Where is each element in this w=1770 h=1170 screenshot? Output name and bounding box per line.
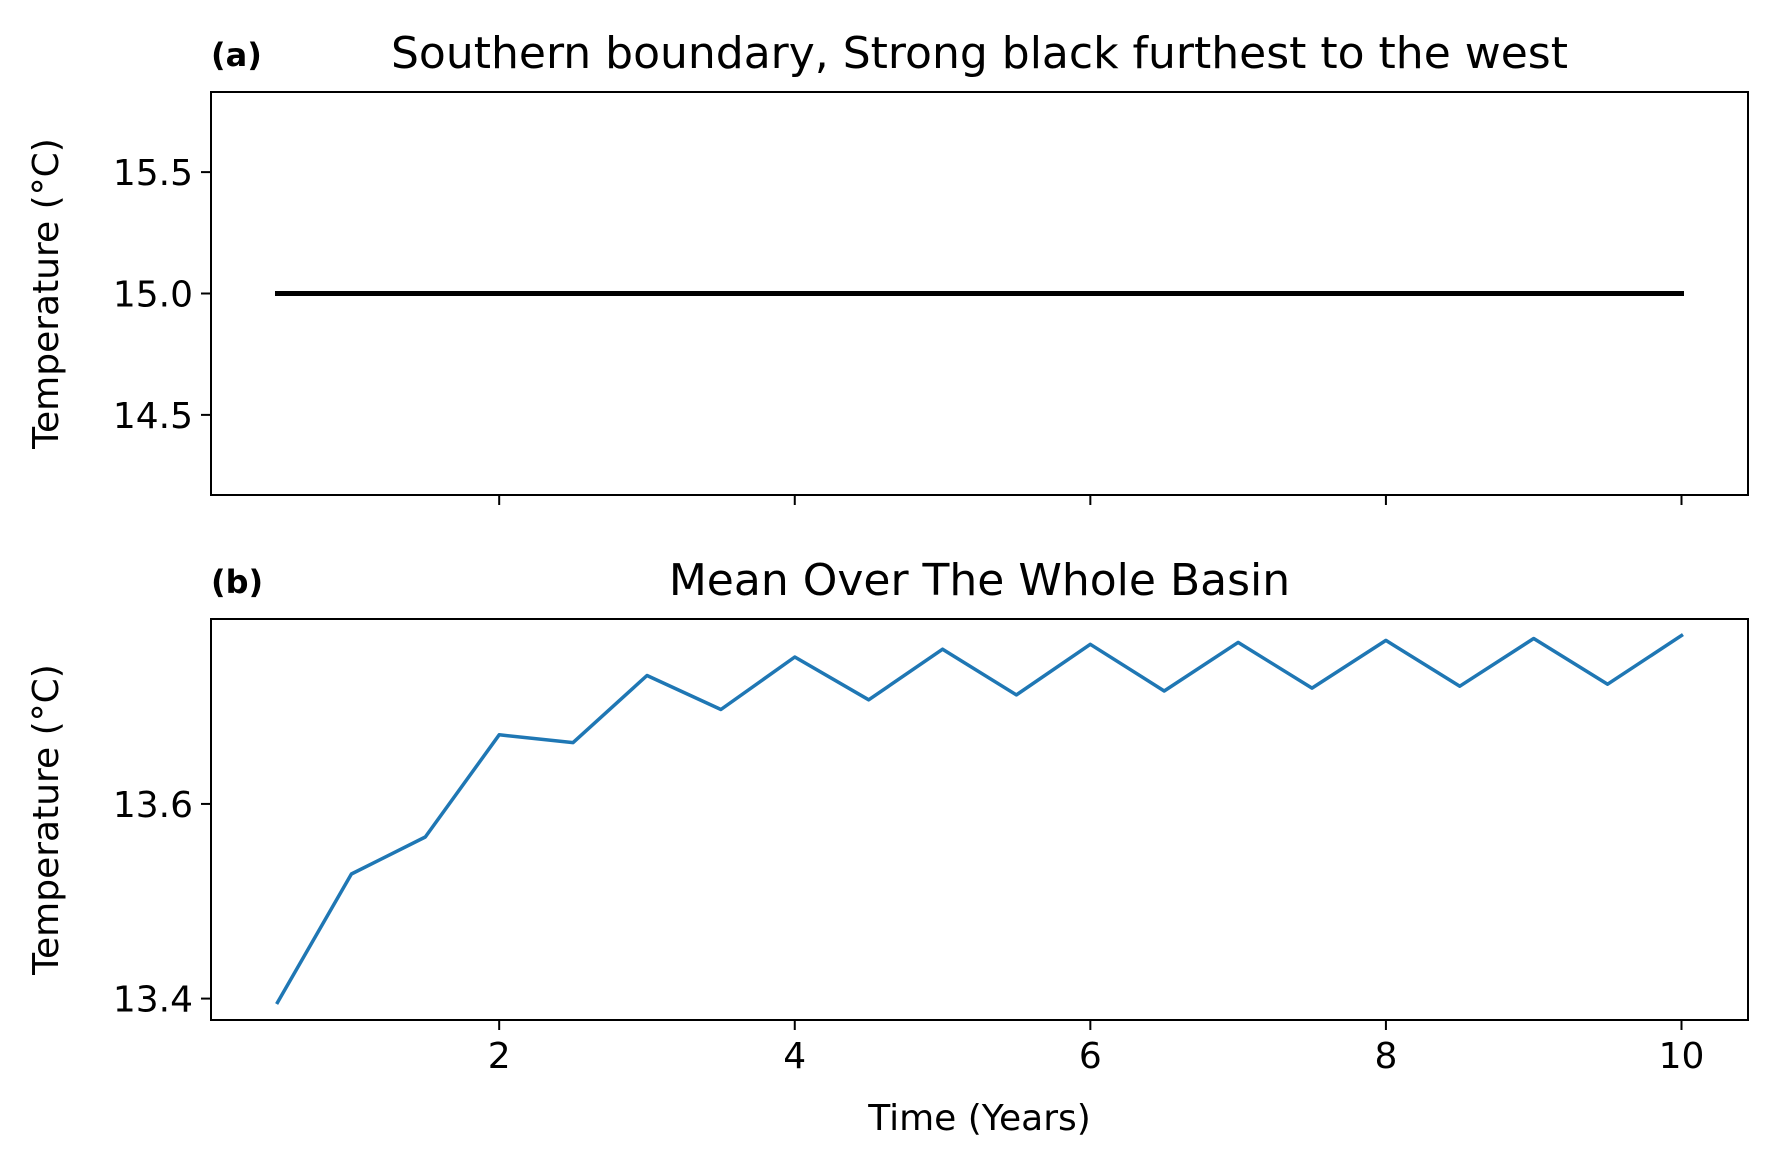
x-tick-label: 2: [488, 1036, 511, 1077]
panel-a: 14.5 15.0 15.5 Temperature (°C) Southern bou…: [26, 28, 1749, 505]
y-tick-label: 15.0: [113, 275, 193, 316]
x-tick-label: 6: [1079, 1036, 1102, 1077]
x-tick-label: 8: [1374, 1036, 1397, 1077]
x-tick-label: 4: [783, 1036, 806, 1077]
y-axis-label: Temperature (°C): [26, 664, 67, 976]
y-tick-label: 15.5: [113, 153, 193, 194]
panel-label: (a): [211, 36, 262, 74]
panel-label: (b): [211, 563, 263, 601]
y-tick-label: 13.6: [113, 785, 193, 826]
series-line: [275, 633, 1684, 1005]
panel-b: 2 4 6 8 10 13.4 13.6 Temperature (°C) Time (Year…: [26, 555, 1749, 1139]
x-tick-label: 10: [1659, 1036, 1705, 1077]
x-axis-label: Time (Years): [867, 1098, 1091, 1139]
axes-frame: [210, 618, 1749, 1021]
chart-title: Southern boundary, Strong black furthest…: [391, 28, 1568, 79]
y-tick-label: 13.4: [113, 980, 193, 1021]
y-tick-label: 14.5: [113, 396, 193, 437]
chart-title: Mean Over The Whole Basin: [669, 555, 1290, 606]
y-axis-label: Temperature (°C): [26, 138, 67, 450]
